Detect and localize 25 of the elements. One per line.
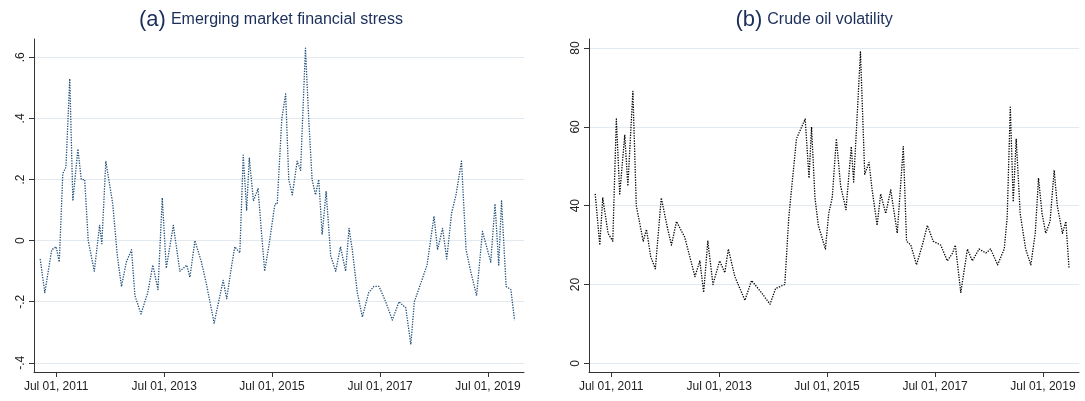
y-tick-label: 0 (568, 359, 582, 367)
x-tick-label: Jul 01, 2011 (578, 379, 644, 393)
y-tick-label: .6 (13, 52, 27, 63)
y-tick-label: .4 (13, 113, 27, 124)
y-tick-label: 80 (568, 41, 582, 55)
y-tick-label: -.2 (13, 294, 27, 309)
line-series (39, 47, 516, 346)
chart-title: (b) Crude oil volatility (735, 5, 893, 31)
y-tick-label: 0 (13, 236, 27, 244)
y-tick-label: -.4 (13, 355, 27, 370)
x-tick-label: Jul 01, 2019 (1010, 379, 1076, 393)
x-tick-label: Jul 01, 2019 (455, 379, 521, 393)
y-tick-label: 60 (568, 119, 582, 134)
x-tick-label: Jul 01, 2017 (902, 379, 969, 393)
x-tick-label: Jul 01, 2015 (794, 379, 861, 393)
line-series (594, 51, 1070, 305)
y-tick-label: .2 (13, 174, 27, 185)
chart-title: (a) Emerging market financial stress (139, 5, 403, 31)
x-tick-label: Jul 01, 2013 (686, 379, 753, 393)
y-tick-label: 40 (568, 198, 582, 213)
x-tick-label: Jul 01, 2011 (23, 379, 89, 393)
x-tick-label: Jul 01, 2015 (239, 379, 306, 393)
x-tick-label: Jul 01, 2017 (347, 379, 414, 393)
y-tick-label: 20 (568, 277, 582, 292)
x-tick-label: Jul 01, 2013 (131, 379, 198, 393)
